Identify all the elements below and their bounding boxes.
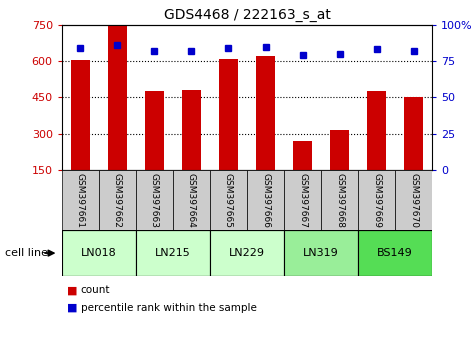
Text: GSM397664: GSM397664 — [187, 173, 196, 228]
Text: count: count — [81, 285, 110, 295]
Bar — [173, 170, 210, 230]
Bar — [284, 230, 358, 276]
Text: GSM397663: GSM397663 — [150, 173, 159, 228]
Bar — [247, 170, 284, 230]
Bar — [293, 141, 312, 170]
Bar — [99, 170, 136, 230]
Text: LN229: LN229 — [229, 248, 265, 258]
Text: GSM397668: GSM397668 — [335, 173, 344, 228]
Bar — [331, 130, 349, 170]
Bar — [62, 230, 136, 276]
Text: GSM397665: GSM397665 — [224, 173, 233, 228]
Bar — [136, 230, 210, 276]
Bar — [62, 170, 99, 230]
Bar — [219, 59, 238, 170]
Bar — [108, 25, 126, 170]
Text: GSM397662: GSM397662 — [113, 173, 122, 228]
Bar — [321, 170, 358, 230]
Text: percentile rank within the sample: percentile rank within the sample — [81, 303, 256, 313]
Text: GSM397669: GSM397669 — [372, 173, 381, 228]
Bar — [284, 170, 321, 230]
Text: LN215: LN215 — [155, 248, 191, 258]
Bar — [210, 230, 284, 276]
Title: GDS4468 / 222163_s_at: GDS4468 / 222163_s_at — [163, 8, 331, 22]
Text: GSM397666: GSM397666 — [261, 173, 270, 228]
Bar — [256, 56, 275, 170]
Text: ■: ■ — [66, 303, 77, 313]
Text: GSM397667: GSM397667 — [298, 173, 307, 228]
Bar — [71, 60, 89, 170]
Bar — [358, 170, 395, 230]
Bar — [405, 97, 423, 170]
Bar — [395, 170, 432, 230]
Text: GSM397670: GSM397670 — [409, 173, 418, 228]
Bar — [358, 230, 432, 276]
Bar — [210, 170, 247, 230]
Text: LN018: LN018 — [81, 248, 117, 258]
Bar — [136, 170, 173, 230]
Text: cell line: cell line — [5, 248, 48, 258]
Bar — [145, 91, 163, 170]
Text: BS149: BS149 — [377, 248, 413, 258]
Text: ■: ■ — [66, 285, 77, 295]
Bar — [368, 91, 386, 170]
Text: LN319: LN319 — [303, 248, 339, 258]
Bar — [182, 90, 201, 170]
Text: GSM397661: GSM397661 — [76, 173, 85, 228]
